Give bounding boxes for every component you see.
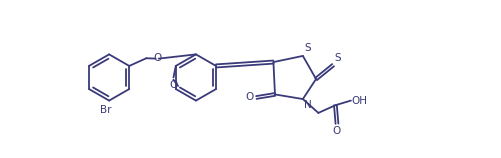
Text: OH: OH — [352, 96, 368, 106]
Text: S: S — [305, 43, 311, 53]
Text: O: O — [246, 92, 254, 103]
Text: Br: Br — [100, 105, 112, 115]
Text: S: S — [335, 53, 341, 63]
Text: N: N — [305, 100, 312, 110]
Text: O: O — [169, 80, 177, 90]
Text: O: O — [333, 126, 341, 136]
Text: O: O — [153, 53, 161, 63]
